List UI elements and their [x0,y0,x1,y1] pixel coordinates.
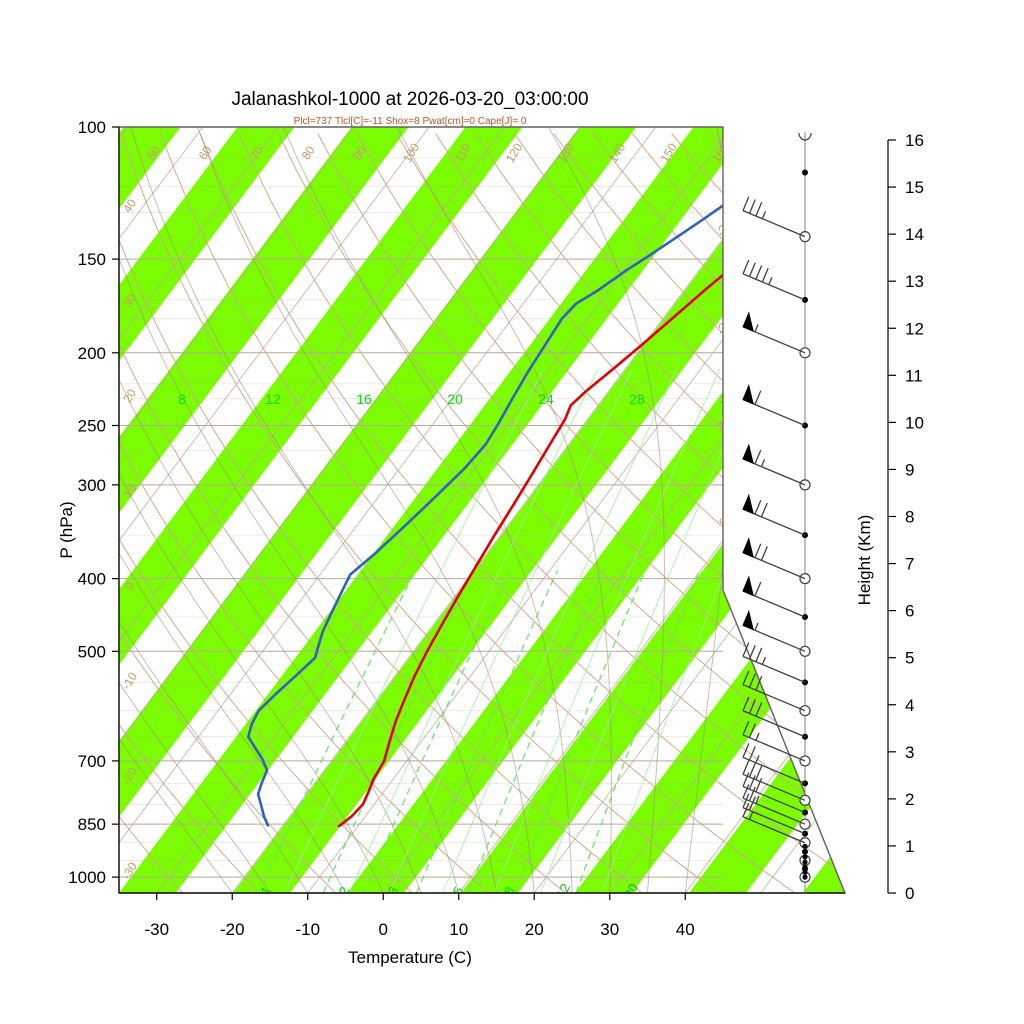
height-tick-label: 14 [905,225,924,244]
wind-barb [742,537,811,585]
wind-barb [742,575,808,620]
isotherm-lines [119,127,845,893]
pressure-tick-label: 100 [78,118,106,137]
grid-label: 1 [258,884,275,897]
wind-barb [742,772,808,816]
wind-barb [742,670,811,717]
height-tick-label: 3 [905,743,914,762]
height-tick-label: 9 [905,460,914,479]
x-tick-label: -10 [295,920,320,939]
wind-barb [742,443,811,491]
grid-label: 8 [178,391,186,407]
grid-label: 16 [356,391,372,407]
pressure-tick-label: 400 [78,570,106,589]
grid-label: 8 [501,884,518,897]
x-axis: -30 -20 -10 0 10 20 30 40 [119,892,845,939]
x-tick-label: -20 [220,920,245,939]
height-tick-label: 1 [905,837,914,856]
grid-label: 28 [629,391,645,407]
wind-barb [742,696,808,740]
pressure-tick-label: 1000 [68,868,106,887]
mixing-ratio-lines [257,368,811,893]
height-tick-label: 2 [905,790,914,809]
x-tick-label: 0 [379,920,388,939]
wind-barb [742,784,811,830]
wind-barb-column [742,132,812,893]
wind-barb [802,169,808,176]
height-tick-label: 11 [905,366,923,385]
x-tick-label: 30 [600,920,619,939]
x-tick-label: 10 [449,920,468,939]
height-tick-label: 0 [905,884,914,903]
pressure-tick-label: 200 [78,344,106,363]
pressure-tick-label: 500 [78,642,106,661]
pressure-tick-label: 150 [78,250,106,269]
wind-barb [742,609,811,657]
wind-barb [742,743,808,787]
wind-barb [742,793,808,837]
height-tick-label: 4 [905,696,914,715]
wind-barb [742,802,811,849]
wind-barb [742,311,811,359]
wind-barb [742,760,811,806]
height-tick-label: 8 [905,508,914,527]
wind-barb [742,196,811,243]
height-tick-label: 13 [905,272,924,291]
y-axis-label: P (hPa) [57,501,76,558]
grid-label: 24 [538,391,554,407]
wind-barb [742,493,808,539]
height-tick-label: 16 [905,131,924,150]
height-tick-label: 6 [905,602,914,621]
grid-label: 12 [265,391,281,407]
height-tick-label: 15 [905,178,924,197]
pressure-tick-label: 250 [78,416,106,435]
y-axis: 100 150 200 250 300 400 500 700 850 1000 [68,118,120,893]
x-tick-label: 40 [676,920,695,939]
dewpoint-profile [247,168,772,827]
pressure-tick-label: 700 [78,752,106,771]
grid-label: 3 [385,884,402,897]
wind-barb [742,259,808,303]
wind-barb [742,720,811,767]
grid-label: 2 [336,884,353,897]
page-title: Jalanashkol-1000 at 2026-03-20_03:00:00 [231,89,588,110]
moist-adiabat-lines [119,127,739,893]
wind-barb [742,642,808,686]
grid-label: 20 [447,391,463,407]
height-tick-label: 10 [905,413,924,432]
wind-barb [742,384,808,429]
x-tick-label: -30 [144,920,169,939]
height-tick-label: 7 [905,555,914,574]
height-tick-label: 12 [905,319,924,338]
x-tick-label: 20 [525,920,544,939]
pressure-tick-label: 300 [78,476,106,495]
x-axis-label: Temperature (C) [348,948,472,967]
sounding-indices: Plcl=737 Tlcl[C]=-11 Shox=8 Pwat[cm]=0 C… [294,116,527,127]
height-tick-label: 5 [905,649,914,668]
height-axis-label: Height (Km) [855,515,874,606]
grid-label: 5 [450,884,467,897]
pressure-tick-label: 850 [78,815,106,834]
